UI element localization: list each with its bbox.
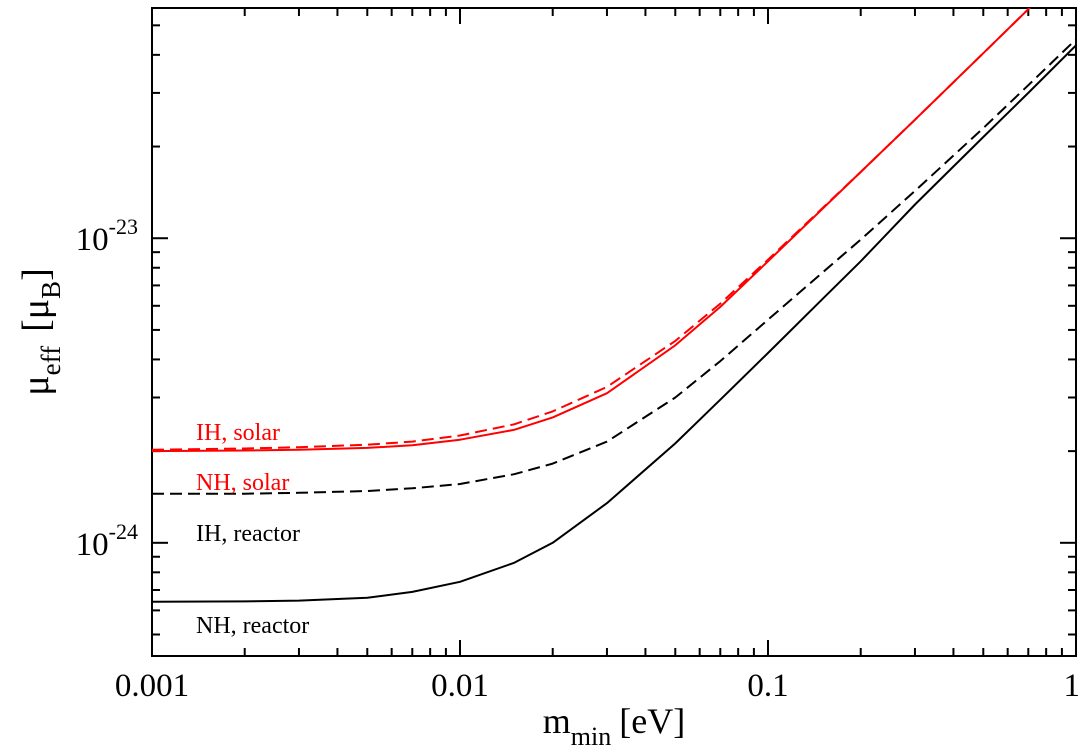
y-axis-subscript: eff [36,346,66,375]
x-axis-title: mmin [eV] [543,701,685,749]
y-tick-exponent: -23 [109,214,138,239]
y-axis-unit-subscript: B [36,281,66,299]
x-tick-label: 0.1 [747,668,788,704]
y-axis-unit-open: [μ [15,299,57,332]
x-axis-symbol: m [543,701,571,741]
x-axis-unit: [eV] [619,701,685,741]
axis-ticks [151,8,1077,656]
series-label-nh-reactor: NH, reactor [196,613,309,639]
y-tick-base: 10 [76,527,109,563]
plot-frame [151,7,1077,657]
y-tick-label: 10-23 [76,214,138,258]
x-axis-subscript: min [571,722,611,749]
series-label-ih-reactor: IH, reactor [196,521,300,547]
x-tick-label: 0.01 [431,668,489,704]
series-line-ih-reactor [152,38,1076,495]
x-tick-label: 0.001 [115,668,189,704]
y-axis-unit-close: ] [15,268,57,281]
series-label-ih-solar: IH, solar [196,420,280,446]
series-line-nh-solar [152,8,1031,453]
series-layer [152,8,1076,603]
series-label-nh-solar: NH, solar [196,470,289,496]
x-tick-label: 1 [1064,668,1081,704]
series-line-nh-reactor [152,44,1076,603]
y-axis-symbol: μ [15,375,57,395]
y-tick-exponent: -24 [109,519,138,544]
y-tick-base: 10 [76,222,109,258]
series-line-ih-solar [152,8,1031,451]
y-axis-title: μeff [μB] [15,268,66,396]
y-tick-label: 10-24 [76,519,138,563]
